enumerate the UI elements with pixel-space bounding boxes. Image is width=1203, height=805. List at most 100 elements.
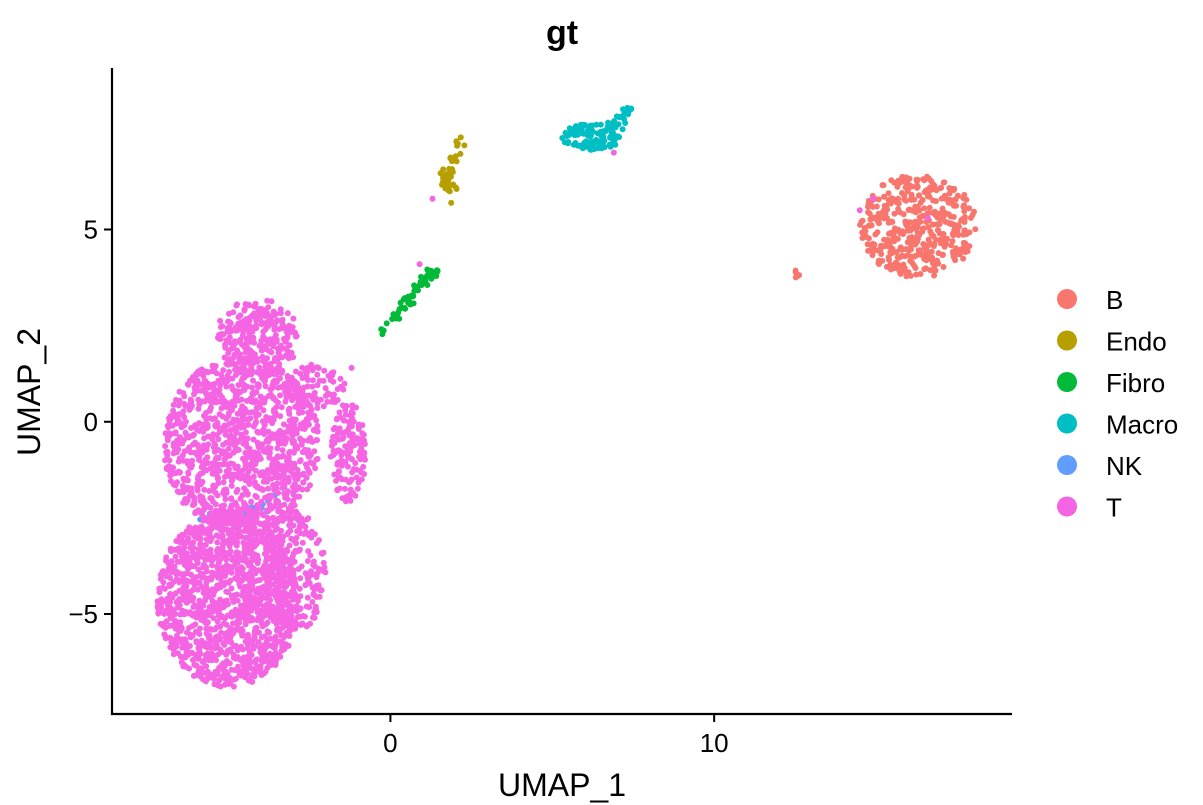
point-t [256, 366, 263, 373]
point-t [174, 413, 181, 420]
point-t [234, 559, 241, 566]
point-t [259, 659, 266, 666]
point-b [908, 253, 915, 260]
point-t [342, 498, 349, 505]
point-macro [625, 111, 632, 118]
point-b [939, 205, 946, 212]
point-t [259, 418, 266, 425]
point-b [934, 257, 941, 264]
points-layer [154, 104, 979, 690]
point-b [908, 234, 915, 241]
point-macro [628, 105, 635, 112]
point-t [256, 443, 263, 449]
point-t [217, 518, 224, 525]
point-t [245, 473, 251, 480]
point-t [266, 662, 273, 669]
point-b [915, 235, 921, 242]
point-t [265, 485, 272, 492]
point-t [330, 433, 337, 440]
point-macro [566, 131, 573, 138]
point-t [220, 660, 227, 667]
point-t [235, 550, 242, 557]
point-b [966, 205, 973, 212]
point-t [320, 403, 327, 410]
point-t [209, 562, 215, 569]
point-fibro [389, 316, 396, 322]
point-t [220, 489, 227, 496]
point-t [235, 382, 242, 388]
point-t [330, 426, 337, 433]
point-b [938, 184, 945, 191]
point-t [300, 470, 307, 477]
point-t [275, 429, 282, 436]
point-t [246, 302, 253, 309]
point-t [304, 622, 311, 629]
point-t [336, 436, 342, 443]
point-t [224, 671, 231, 678]
point-t [172, 625, 179, 632]
point-t [260, 564, 267, 571]
point-t [265, 594, 272, 601]
point-t [302, 523, 309, 530]
point-fibro [433, 273, 440, 279]
point-b [948, 200, 955, 206]
point-t [232, 390, 239, 397]
point-b [955, 222, 962, 229]
point-t [258, 620, 265, 627]
point-t [234, 572, 241, 579]
point-t [218, 378, 225, 385]
point-t [162, 608, 169, 615]
point-t [298, 563, 305, 570]
point-t [279, 479, 285, 486]
point-t [234, 327, 241, 334]
point-t [297, 435, 304, 442]
point-t [170, 646, 177, 653]
point-t [283, 490, 290, 497]
point-t [161, 585, 168, 592]
point-t [181, 532, 188, 538]
point-t [251, 632, 258, 639]
point-t [207, 404, 214, 411]
point-t [227, 536, 233, 543]
point-t [317, 396, 324, 403]
point-t [166, 467, 173, 474]
point-t [274, 445, 281, 452]
point-macro [601, 144, 608, 151]
point-fibro [410, 293, 416, 300]
point-t [211, 462, 218, 469]
point-t [284, 333, 291, 340]
point-b [940, 231, 947, 237]
point-t [264, 584, 271, 590]
point-t [212, 668, 219, 675]
point-fibro [428, 275, 435, 282]
point-t [225, 338, 231, 345]
point-t [230, 449, 237, 456]
point-fibro [420, 277, 427, 284]
point-t [222, 602, 229, 609]
point-t [209, 436, 216, 443]
point-b [959, 216, 966, 223]
point-t [254, 560, 261, 567]
point-t [260, 333, 267, 340]
point-t [308, 528, 315, 535]
point-b [861, 225, 868, 231]
point-t [294, 445, 301, 452]
point-t [275, 363, 282, 370]
point-t [176, 489, 183, 496]
point-t [337, 383, 344, 390]
point-t [314, 455, 321, 462]
point-t [360, 431, 367, 438]
point-t [279, 517, 286, 524]
point-t [205, 575, 212, 582]
point-t [181, 544, 188, 551]
point-t [214, 563, 221, 570]
point-t [166, 581, 173, 588]
point-t [194, 442, 201, 448]
point-t [274, 480, 281, 487]
point-t [361, 471, 368, 477]
point-t [196, 631, 203, 637]
point-b [930, 221, 936, 228]
point-fibro [383, 320, 390, 327]
point-t [200, 398, 207, 405]
point-t [254, 606, 261, 613]
